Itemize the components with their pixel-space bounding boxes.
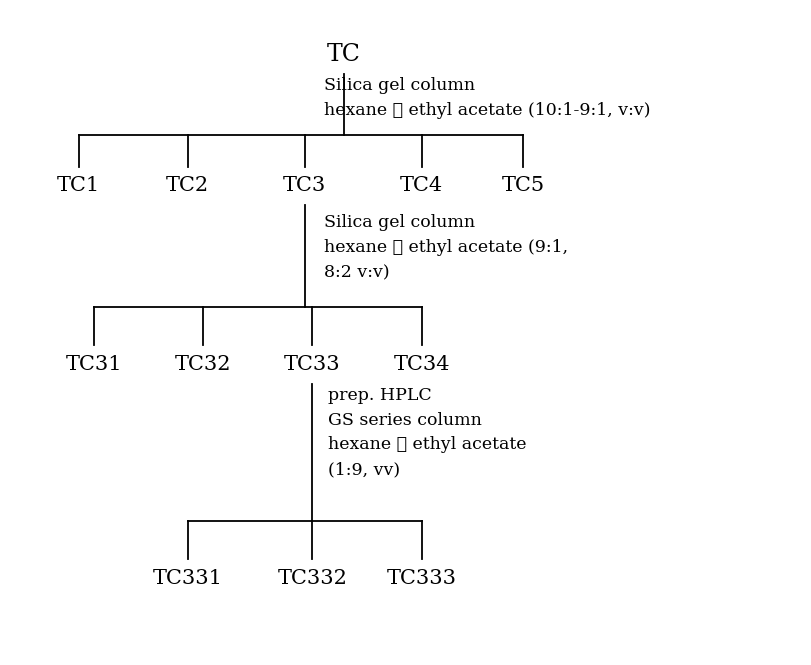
Text: TC5: TC5	[500, 176, 544, 195]
Text: Silica gel column
hexane ： ethyl acetate (9:1,
8:2 v:v): Silica gel column hexane ： ethyl acetate…	[324, 214, 568, 281]
Text: TC333: TC333	[386, 569, 456, 588]
Text: TC4: TC4	[400, 176, 443, 195]
Text: TC332: TC332	[277, 569, 347, 588]
Text: TC3: TC3	[283, 176, 326, 195]
Text: TC1: TC1	[57, 176, 100, 195]
Text: TC2: TC2	[166, 176, 209, 195]
Text: Silica gel column
hexane ： ethyl acetate (10:1-9:1, v:v): Silica gel column hexane ： ethyl acetate…	[324, 77, 650, 119]
Text: TC31: TC31	[66, 355, 122, 374]
Text: TC33: TC33	[284, 355, 341, 374]
Text: TC32: TC32	[175, 355, 231, 374]
Text: TC331: TC331	[152, 569, 222, 588]
Text: prep. HPLC
GS series column
hexane ： ethyl acetate
(1:9, vv): prep. HPLC GS series column hexane ： eth…	[328, 387, 526, 478]
Text: TC: TC	[326, 43, 360, 66]
Text: TC34: TC34	[393, 355, 449, 374]
